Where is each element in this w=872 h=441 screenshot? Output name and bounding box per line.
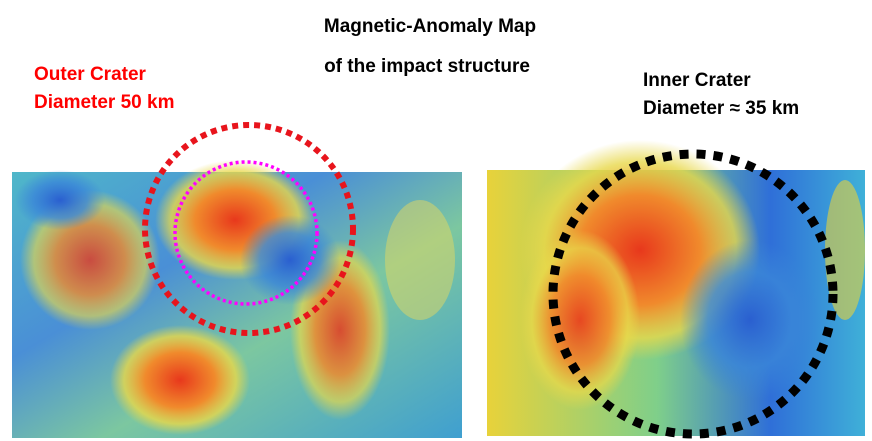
title-line: Magnetic-Anomaly Map (324, 16, 536, 37)
inner-crater-label: Inner Crater (643, 70, 751, 91)
title-line: of the impact structure (324, 56, 530, 77)
right-map (487, 140, 865, 439)
inner-crater-label: Diameter ≈ 35 km (643, 98, 799, 119)
outer-crater-label: Outer Crater (34, 64, 147, 85)
left-map (12, 122, 462, 438)
outer-crater-label: Diameter 50 km (34, 92, 174, 113)
